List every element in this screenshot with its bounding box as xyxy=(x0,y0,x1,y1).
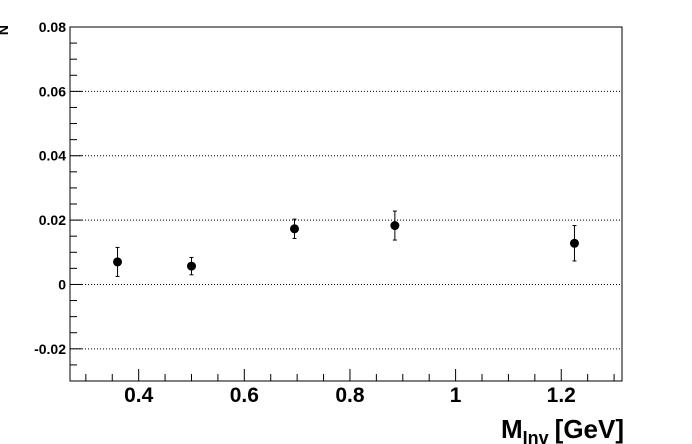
data-point xyxy=(569,238,579,248)
x-tick-label: 0.6 xyxy=(230,384,259,407)
x-tick-label: 1.2 xyxy=(547,384,576,407)
y-tick-label: 0 xyxy=(58,276,66,292)
data-point xyxy=(186,261,196,271)
data-point xyxy=(289,224,299,234)
y-tick-label: 0.04 xyxy=(39,148,66,164)
x-tick-label: 0.8 xyxy=(335,384,365,407)
y-tick-label: 0.06 xyxy=(39,83,66,99)
y-axis-title: N xyxy=(0,25,11,35)
x-axis-title-subscript: Inv xyxy=(523,428,549,444)
x-axis-title-unit: [GeV] xyxy=(555,414,624,444)
grid-lines xyxy=(70,90,622,350)
data-point xyxy=(113,257,123,267)
data-points xyxy=(113,210,579,277)
x-axis-title: MInv [GeV] xyxy=(501,414,624,444)
x-axis: 0.4 0.6 0.8 1 1.2 xyxy=(85,369,615,407)
x-tick-label: 1 xyxy=(450,384,462,407)
y-tick-label: 0.02 xyxy=(39,212,66,228)
plot-frame xyxy=(69,26,623,382)
y-tick-label: 0.08 xyxy=(39,19,66,35)
x-tick-label: 0.4 xyxy=(124,384,154,407)
y-tick-label: -0.02 xyxy=(34,341,66,357)
x-axis-title-main: M xyxy=(501,414,523,444)
y-axis: -0.02 0 0.02 0.04 0.06 0.08 xyxy=(34,19,82,382)
data-point xyxy=(390,221,400,231)
